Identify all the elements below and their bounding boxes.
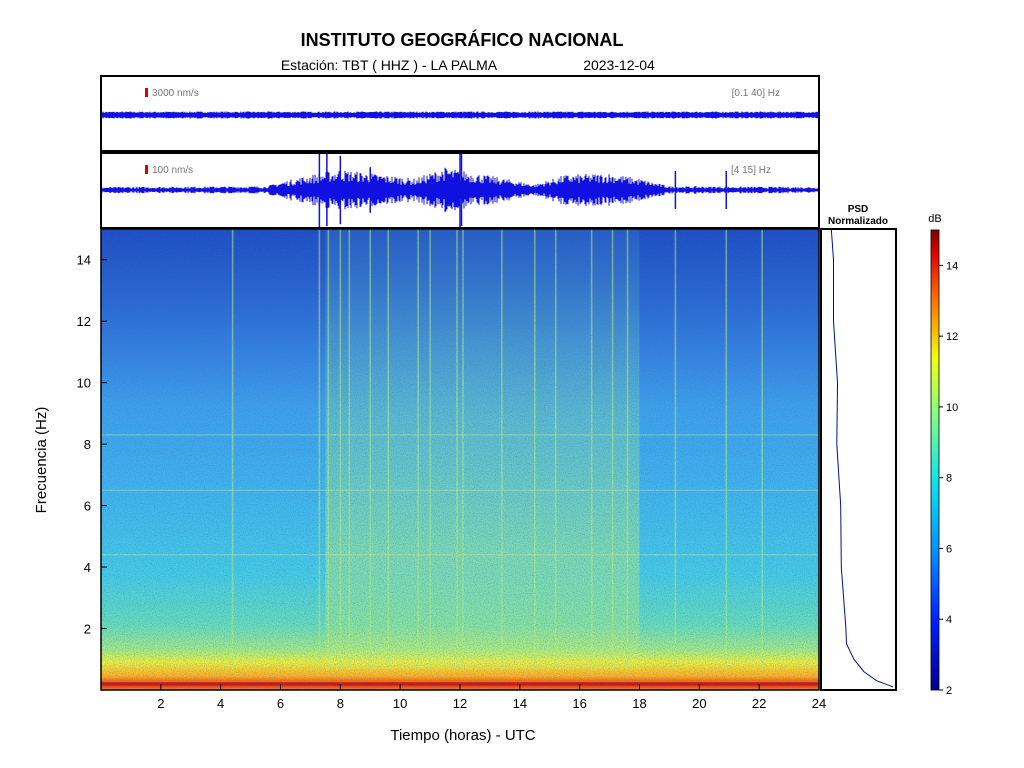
seismogram-trace-filtered	[102, 154, 818, 227]
x-axis-label: Tiempo (horas) - UTC	[390, 727, 535, 744]
spectrogram-texture	[101, 229, 819, 690]
colorbar-tick-label-5: 12	[946, 331, 958, 343]
scale-bar-broadband	[145, 88, 148, 97]
colorbar-tick-label-6: 14	[946, 260, 958, 272]
x-tick-label-8: 18	[632, 696, 646, 711]
x-tick-label-5: 12	[453, 696, 467, 711]
colorbar-tick-label-2: 6	[946, 543, 952, 555]
x-tick-label-7: 16	[572, 696, 586, 711]
colorbar-tick-label-4: 10	[946, 402, 958, 414]
seismogram-broadband-panel: 3000 nm/s [0.1 40] Hz	[100, 75, 820, 152]
seismogram-trace-broadband	[101, 111, 819, 119]
psd-curve	[830, 228, 894, 688]
y-axis-label: Frecuencia (Hz)	[33, 407, 50, 514]
seismogram-filtered-panel: 100 nm/s [4 15] Hz	[100, 152, 820, 229]
psd-title: PSD	[848, 204, 869, 215]
colorbar-gradient	[930, 229, 940, 691]
colorbar-ticks: 2 4 6 8 10 12 14	[939, 260, 958, 697]
band-label-filtered: [4 15] Hz	[731, 165, 771, 176]
x-tick-label-10: 22	[752, 696, 766, 711]
y-tick-label-1: 4	[84, 560, 91, 575]
x-tick-label-9: 20	[692, 696, 706, 711]
psd-subtitle: Normalizado	[828, 216, 888, 227]
y-axis-ticks: 2 4 6 8 10 12 14	[77, 253, 107, 637]
x-tick-label-6: 14	[513, 696, 527, 711]
x-tick-label-2: 6	[277, 696, 284, 711]
x-tick-label-1: 4	[217, 696, 224, 711]
colorbar: dB 2 4 6 8 10 12 14	[928, 213, 958, 697]
y-tick-label-4: 10	[77, 376, 91, 391]
trace-broadband-line	[101, 111, 819, 119]
colorbar-label: dB	[928, 213, 941, 225]
colorbar-tick-label-3: 8	[946, 473, 952, 485]
psd-frame	[820, 228, 897, 691]
y-tick-label-3: 8	[84, 437, 91, 452]
x-tick-label-11: 24	[812, 696, 826, 711]
y-tick-label-5: 12	[77, 314, 91, 329]
scale-label-filtered: 100 nm/s	[152, 165, 193, 176]
band-label-broadband: [0.1 40] Hz	[732, 88, 780, 99]
colorbar-tick-label-1: 4	[946, 614, 952, 626]
scale-label-broadband: 3000 nm/s	[152, 88, 199, 99]
psd-panel: PSD Normalizado	[820, 204, 897, 691]
figure-title: INSTITUTO GEOGRÁFICO NACIONAL	[301, 29, 624, 50]
scale-bar-filtered	[145, 165, 148, 174]
date-label: 2023-12-04	[583, 57, 655, 73]
x-tick-label-4: 10	[393, 696, 407, 711]
station-label: Estación: TBT ( HHZ ) - LA PALMA	[281, 57, 498, 73]
colorbar-tick-label-0: 2	[946, 685, 952, 697]
y-tick-label-0: 2	[84, 622, 91, 637]
y-tick-label-2: 6	[84, 499, 91, 514]
x-tick-label-3: 8	[337, 696, 344, 711]
x-axis-ticks: 2 4 6 8 10 12 14 16 18 20 22 24	[157, 684, 826, 711]
x-tick-label-0: 2	[157, 696, 164, 711]
y-tick-label-6: 14	[77, 253, 91, 268]
